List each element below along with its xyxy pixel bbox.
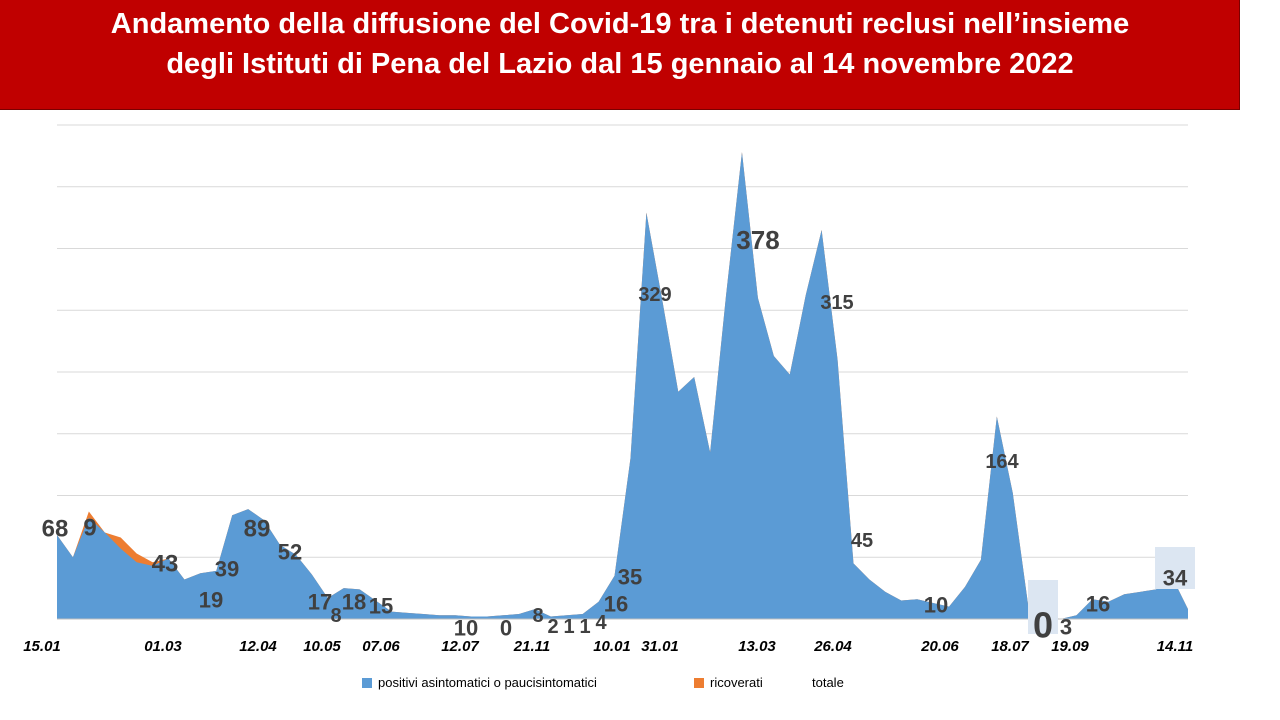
legend-label-ricoverati: ricoverati — [710, 675, 763, 690]
x-tick-label: 26.04 — [813, 638, 852, 655]
data-label: 34 — [1163, 566, 1188, 591]
x-tick-label: 19.09 — [1051, 638, 1089, 655]
legend-positivi: positivi asintomatici o paucisintomatici — [362, 675, 597, 690]
data-label: 0 — [1033, 605, 1053, 646]
data-label: 19 — [199, 588, 223, 613]
data-label: 89 — [244, 515, 271, 542]
legend-swatch-positivi — [362, 677, 372, 688]
title-banner: Andamento della diffusione del Covid-19 … — [0, 0, 1240, 110]
legend-swatch-ricoverati — [694, 677, 704, 688]
x-tick-label: 20.06 — [920, 638, 959, 655]
x-tick-label: 13.03 — [738, 638, 776, 655]
data-label: 8 — [330, 605, 341, 627]
label-highlight-box — [1028, 580, 1058, 634]
x-tick-label: 01.03 — [144, 638, 182, 655]
data-label: 1 — [579, 616, 590, 638]
data-label: 8 — [532, 605, 543, 627]
data-label: 43 — [152, 550, 179, 577]
x-tick-label: 12.04 — [239, 638, 277, 655]
legend-ricoverati: ricoverati — [694, 675, 763, 690]
data-label: 378 — [736, 225, 779, 255]
data-label: 4 — [595, 612, 607, 634]
x-tick-label: 10.05 — [303, 638, 341, 655]
x-tick-label: 10.01 — [593, 638, 631, 655]
data-label: 45 — [851, 530, 873, 552]
data-label: 10 — [924, 593, 948, 618]
data-label: 3 — [1060, 615, 1072, 640]
data-label: 18 — [342, 590, 366, 615]
x-tick-label: 15.01 — [23, 638, 61, 655]
data-label: 35 — [618, 565, 642, 590]
label-highlight-box — [1155, 547, 1195, 589]
x-tick-label: 07.06 — [362, 638, 400, 655]
x-tick-label: 18.07 — [991, 638, 1029, 655]
data-label: 39 — [215, 557, 239, 582]
data-label: 16 — [604, 592, 628, 617]
series-area-positivi — [57, 152, 1188, 620]
data-label: 9 — [83, 514, 96, 541]
data-label: 0 — [500, 616, 512, 641]
chart-title-line-1: Andamento della diffusione del Covid-19 … — [110, 8, 1130, 40]
data-label: 68 — [42, 515, 69, 542]
data-label: 17 — [308, 590, 332, 615]
x-tick-label: 21.11 — [513, 638, 550, 655]
x-tick-label: 12.07 — [441, 638, 479, 655]
legend-totale: totale — [812, 675, 844, 690]
data-label: 15 — [369, 594, 393, 619]
data-label: 2 — [547, 616, 558, 638]
data-label: 164 — [985, 451, 1019, 473]
legend-label-positivi: positivi asintomatici o paucisintomatici — [378, 675, 597, 690]
data-label: 52 — [278, 540, 302, 565]
data-label: 329 — [638, 284, 671, 306]
x-tick-label: 14.11 — [1157, 638, 1193, 655]
data-label: 1 — [563, 616, 574, 638]
data-label: 16 — [1086, 592, 1110, 617]
data-label: 10 — [454, 616, 478, 641]
data-label: 315 — [820, 292, 853, 314]
chart-title-line-2: degli Istituti di Pena del Lazio dal 15 … — [166, 48, 1074, 80]
legend-label-totale: totale — [812, 675, 844, 690]
x-tick-label: 31.01 — [641, 638, 679, 655]
